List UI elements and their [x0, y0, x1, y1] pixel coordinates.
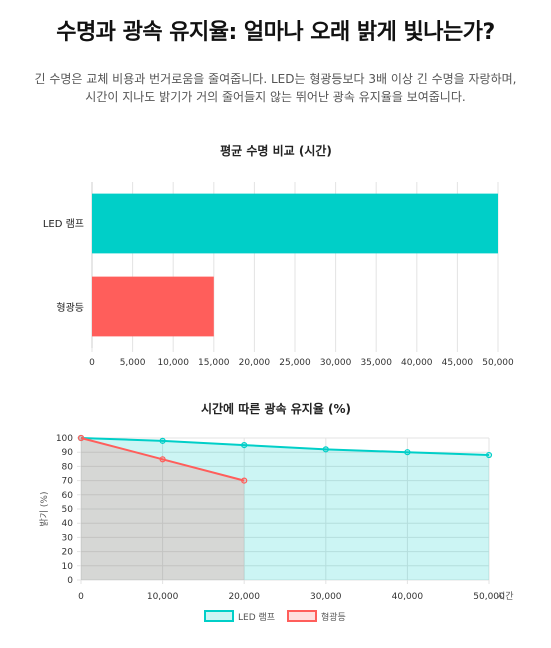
- x-tick-label: 40,000: [392, 592, 424, 602]
- x-tick-label: 50,000: [473, 592, 505, 602]
- bar-x-tick-label: 35,000: [360, 358, 392, 368]
- bar-category-label-led: LED 램프: [43, 218, 84, 230]
- area-fluorescent: [81, 438, 245, 580]
- x-axis-label: 시간: [497, 591, 514, 602]
- y-tick-label: 0: [67, 576, 73, 586]
- area-led: [81, 438, 489, 580]
- bar-led[interactable]: [92, 193, 498, 254]
- bar-x-tick-label: 5,000: [120, 358, 146, 368]
- line-led: [80, 437, 490, 457]
- y-axis-label: 밝기 (%): [39, 492, 50, 527]
- point-fluorescent[interactable]: [159, 456, 166, 463]
- legend-label-fluorescent[interactable]: 형광등: [321, 611, 346, 623]
- bar-x-tick-label: 30,000: [320, 358, 352, 368]
- x-tick-label: 10,000: [147, 592, 179, 602]
- y-tick-label: 90: [62, 448, 74, 458]
- line-chart-grid: [77, 437, 490, 584]
- bar-x-tick-label: 15,000: [198, 358, 230, 368]
- y-tick-label: 20: [62, 548, 74, 558]
- point-led[interactable]: [485, 451, 493, 459]
- y-tick-label: 10: [62, 562, 74, 572]
- y-tick-label: 50: [62, 505, 74, 515]
- line-chart-title: 시간에 따른 광속 유지율 (%): [201, 401, 351, 416]
- point-led[interactable]: [241, 442, 248, 449]
- y-tick-label: 60: [62, 491, 74, 501]
- bar-x-tick-label: 0: [89, 358, 95, 368]
- y-tick-label: 80: [62, 462, 74, 472]
- legend-label-led[interactable]: LED 램프: [238, 611, 275, 623]
- description-line-2: 시간이 지나도 밝기가 거의 줄어들지 않는 뛰어난 광속 유지율을 보여줍니다…: [85, 90, 466, 104]
- line-chart-legend: LED 램프 형광등: [204, 610, 346, 623]
- point-fluorescent[interactable]: [241, 477, 248, 484]
- point-led[interactable]: [159, 437, 166, 444]
- bar-x-tick-label: 25,000: [279, 358, 311, 368]
- point-fluorescent[interactable]: [77, 434, 85, 442]
- y-tick-label: 40: [62, 519, 74, 529]
- x-tick-label: 0: [78, 592, 84, 602]
- bar-x-tick-label: 40,000: [401, 358, 433, 368]
- legend-swatch-led[interactable]: [204, 610, 234, 622]
- bar-chart-bars: [92, 193, 498, 337]
- line-chart-areas: [81, 438, 489, 580]
- point-led[interactable]: [404, 449, 411, 456]
- line-chart-ticks: 0 10 20 30 40 50 60 70 80 90 100 0 10,000 20,000 30,00…: [56, 434, 505, 602]
- bar-x-tick-label: 50,000: [482, 358, 514, 368]
- point-led[interactable]: [322, 446, 329, 453]
- bar-x-tick-label: 20,000: [239, 358, 271, 368]
- bar-fluorescent[interactable]: [92, 276, 214, 337]
- legend-swatch-fluorescent[interactable]: [287, 610, 317, 622]
- bar-x-tick-label: 45,000: [442, 358, 474, 368]
- bar-category-label-fluorescent: 형광등: [56, 302, 84, 314]
- bar-x-tick-label: 10,000: [157, 358, 189, 368]
- description-line-1: 긴 수명은 교체 비용과 번거로움을 줄여줍니다. LED는 형광등보다 3배 …: [34, 72, 517, 86]
- bar-chart-x-ticks: 0 5,000 10,000 15,000 20,000 25,000 30,000 35,0…: [89, 358, 514, 368]
- line-chart-series: [77, 434, 493, 484]
- y-tick-label: 100: [56, 434, 73, 444]
- x-tick-label: 30,000: [310, 592, 342, 602]
- lifespan-bar-chart: 평균 수명 비교 (시간) LED 램프 형광등 0 5,000 10,000 15,…: [43, 143, 514, 368]
- line-fluorescent: [80, 437, 245, 482]
- y-tick-label: 70: [62, 477, 74, 487]
- y-tick-label: 30: [62, 533, 74, 543]
- bar-chart-title: 평균 수명 비교 (시간): [220, 143, 332, 158]
- page-title: 수명과 광속 유지율: 얼마나 오래 밝게 빛나는가?: [56, 20, 495, 45]
- page-description: 긴 수명은 교체 비용과 번거로움을 줄여줍니다. LED는 형광등보다 3배 …: [10, 70, 541, 106]
- x-tick-label: 20,000: [228, 592, 260, 602]
